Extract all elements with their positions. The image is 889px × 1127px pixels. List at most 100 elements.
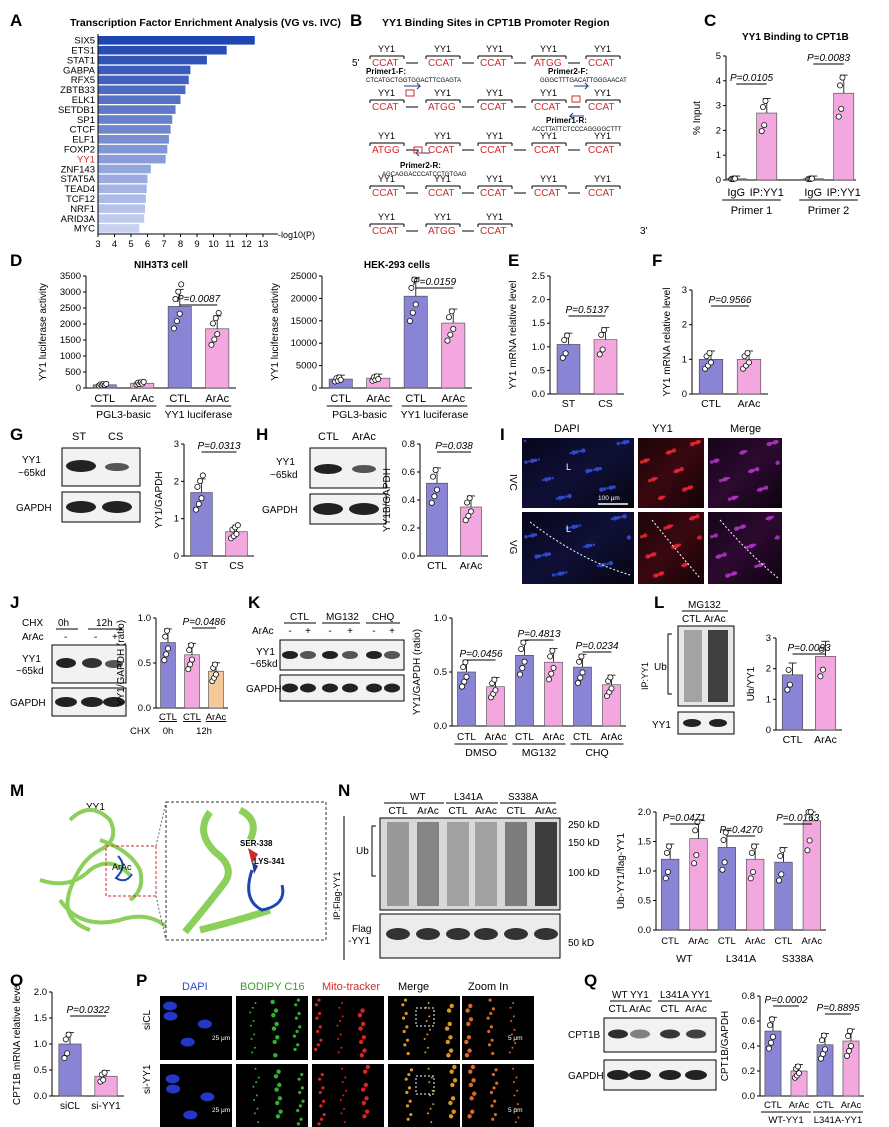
category-label: ArAc — [543, 732, 565, 743]
speckle — [622, 440, 627, 445]
tick-label: 3000 — [60, 287, 81, 298]
smear — [708, 630, 728, 702]
motif-label: ATGG — [428, 102, 456, 113]
data-point — [767, 1039, 774, 1046]
bar — [167, 306, 192, 389]
category-label: ArAc — [205, 393, 229, 405]
tick-label: 2.5 — [532, 271, 545, 282]
speckle — [429, 1107, 432, 1110]
panel-letter-o: O — [10, 971, 23, 990]
tick-label: 10 — [208, 239, 219, 250]
group-label: MG132 — [522, 747, 557, 759]
speckle — [578, 524, 582, 527]
micrograph — [160, 1064, 232, 1127]
speckle — [450, 1096, 456, 1101]
micrograph — [462, 1064, 534, 1127]
tick-label: 4 — [112, 239, 117, 250]
data-point — [188, 656, 195, 663]
yy1-site-label: YY1 — [434, 88, 451, 98]
speckle — [444, 1026, 450, 1031]
zoom-box — [415, 1007, 435, 1027]
data-point — [794, 1063, 801, 1070]
site-bracket — [369, 185, 405, 189]
speckle — [452, 1064, 457, 1070]
three-prime-label: 3' — [640, 226, 648, 237]
micrograph — [312, 996, 384, 1060]
data-point — [548, 670, 555, 677]
speckle — [592, 543, 596, 546]
bar — [515, 655, 534, 727]
tick-label: 0.8 — [402, 439, 415, 450]
data-point — [747, 875, 754, 882]
factor-label: SIX5 — [74, 36, 95, 47]
data-point — [163, 651, 170, 658]
speckle — [510, 1033, 513, 1036]
speckle — [551, 476, 554, 480]
panel-g: G ST CS YY1 ~65kd GAPDH 0 1 2 3 YY1/GAPDH ST C… — [10, 425, 254, 572]
speckle — [361, 1035, 367, 1040]
speckle — [583, 545, 586, 548]
data-point — [100, 1076, 107, 1083]
category-label: CTL — [701, 398, 721, 410]
speckle — [745, 545, 749, 550]
category-label: ArAc — [738, 398, 761, 410]
speckle — [277, 1082, 282, 1088]
tick-label: 6 — [145, 239, 150, 250]
panel-p: P DAPI BODIPY C16 Mito-tracker Merge Zoo… — [136, 971, 534, 1127]
speckle — [427, 1067, 430, 1070]
speckle — [468, 1017, 474, 1022]
speckle — [689, 517, 692, 521]
y-axis-label: YY1 luciferase activity — [38, 283, 49, 381]
speckle — [424, 1051, 427, 1054]
data-point — [445, 314, 452, 321]
mw-100: 100 kD — [568, 868, 600, 879]
img-ivc-yy1 — [638, 438, 704, 508]
chart-title: HEK-293 cells — [364, 260, 431, 271]
speckle — [639, 460, 644, 464]
data-point — [212, 671, 219, 678]
speckle — [318, 1025, 322, 1029]
col-merge: Merge — [730, 423, 761, 435]
data-point — [448, 308, 455, 315]
site-bracket — [531, 142, 567, 146]
p-value-label: P=0.9566 — [708, 295, 752, 306]
panel-m: M YY1 ArAc SER-338 LYS-341 — [10, 781, 327, 941]
p-image-grid — [160, 996, 534, 1127]
data-point — [835, 113, 842, 120]
speckle — [468, 1003, 473, 1009]
tick-label: 1.0 — [532, 342, 545, 353]
data-point — [459, 683, 466, 690]
speckle — [718, 478, 723, 483]
band — [66, 501, 96, 513]
data-point — [691, 860, 698, 867]
tick-label: 0 — [682, 389, 687, 400]
speckle — [365, 1064, 370, 1070]
tick-label: 1500 — [60, 335, 81, 346]
speckle — [255, 1094, 258, 1097]
tick-label: 1.0 — [638, 866, 651, 877]
data-point — [844, 1033, 851, 1040]
speckle — [733, 526, 739, 532]
data-point — [848, 1042, 855, 1049]
speckle — [487, 1029, 491, 1034]
scale-label: 25 μm — [212, 1107, 230, 1114]
tick-label: 9 — [194, 239, 199, 250]
speckle — [592, 468, 596, 471]
speckle — [599, 487, 604, 492]
bar-gabpa — [98, 65, 191, 75]
factor-label: FOXP2 — [64, 145, 95, 156]
panel-letter-b: B — [350, 11, 362, 30]
tick-label: 4 — [716, 76, 721, 87]
panel-h: H CTL ArAc YY1 ~65kd GAPDH 0.00.20.40.60… — [256, 425, 488, 572]
primer1r-seq: ACCTTATTCTCCCAGGGGCTTT — [532, 127, 622, 133]
data-point — [770, 1033, 777, 1040]
data-point — [731, 175, 738, 182]
bar — [814, 656, 837, 731]
data-point — [164, 645, 171, 652]
speckle — [516, 1089, 519, 1092]
site-bracket — [477, 99, 513, 103]
speckle — [404, 1011, 408, 1016]
band — [300, 651, 316, 659]
speckle — [569, 526, 572, 529]
speckle — [343, 1107, 346, 1110]
